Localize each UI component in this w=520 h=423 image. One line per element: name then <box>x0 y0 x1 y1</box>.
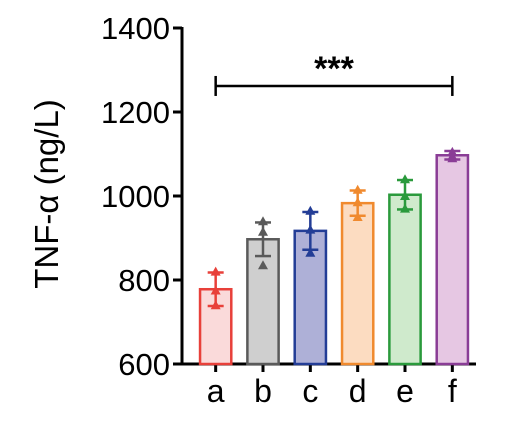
data-point-c-3 <box>305 247 316 257</box>
y-tick-label: 1400 <box>101 11 170 46</box>
data-point-a-3 <box>210 300 221 310</box>
data-point-d-1 <box>352 184 363 194</box>
significance-label: *** <box>314 50 354 88</box>
x-tick-label-d: d <box>349 373 367 409</box>
data-point-b-1 <box>258 216 268 226</box>
data-point-b-2 <box>258 226 268 236</box>
bars-group <box>198 146 470 366</box>
data-point-d-2 <box>352 197 363 207</box>
data-point-e-3 <box>400 203 410 213</box>
data-point-d-3 <box>352 212 363 221</box>
data-point-e-1 <box>400 174 410 184</box>
y-axis-label: TNF-α (ng/L) <box>28 99 65 289</box>
data-point-b-3 <box>258 260 268 270</box>
data-point-c-1 <box>305 205 316 215</box>
y-tick-label: 800 <box>118 263 170 298</box>
y-tick-label: 1200 <box>101 95 170 130</box>
bar-e <box>388 193 422 366</box>
bar-b <box>246 238 280 366</box>
data-point-f-3 <box>447 153 458 163</box>
y-tick-label: 1000 <box>101 179 170 214</box>
significance-group: *** <box>214 50 454 96</box>
x-tick-label-f: f <box>448 373 457 409</box>
x-tick-label-b: b <box>254 373 272 409</box>
bar-f <box>435 154 470 366</box>
y-tick-label: 600 <box>118 347 170 382</box>
bar-d <box>340 201 375 366</box>
data-point-a-1 <box>210 266 221 276</box>
axes: 600 800 1000 1200 1400 a b c d e f <box>101 11 476 409</box>
data-point-e-2 <box>400 191 410 200</box>
data-point-c-2 <box>305 224 316 234</box>
x-tick-label-e: e <box>396 373 414 409</box>
x-tick-label-c: c <box>302 373 318 409</box>
data-point-a-2 <box>210 285 221 295</box>
x-tick-label-a: a <box>207 373 225 409</box>
